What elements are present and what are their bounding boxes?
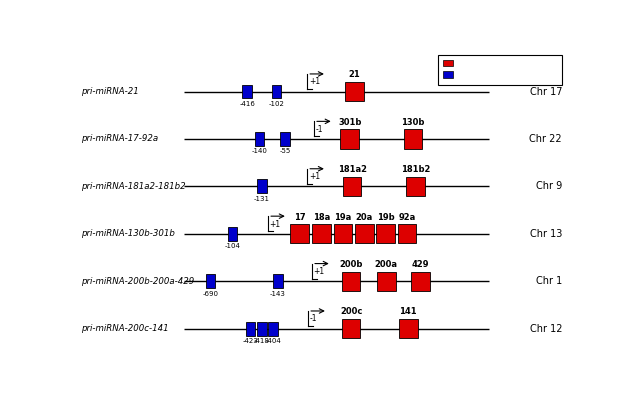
Text: CC: CC [458,70,471,79]
Bar [376,224,394,243]
Text: 200c: 200c [340,307,362,317]
Text: +1: +1 [309,77,320,87]
Text: -131: -131 [254,196,270,202]
Bar [444,72,453,78]
Bar [345,82,364,101]
Bar [227,227,238,241]
Text: Chr 9: Chr 9 [536,181,562,191]
Text: -140: -140 [251,149,267,154]
Text: -143: -143 [270,291,286,297]
Text: -104: -104 [225,243,241,249]
Text: pri-miRNA-181a2-181b2: pri-miRNA-181a2-181b2 [81,182,186,191]
Text: 429: 429 [412,260,429,269]
Bar [334,224,352,243]
Text: -418: -418 [254,338,270,344]
Bar [398,224,416,243]
Bar [205,274,215,288]
Text: pri-miRNA-130b-301b: pri-miRNA-130b-301b [81,229,175,238]
Text: 200a: 200a [375,260,398,269]
Text: -1: -1 [316,125,323,134]
Bar [377,272,396,291]
Text: 18a: 18a [312,213,330,222]
Text: 141: 141 [399,307,417,317]
Bar [444,59,453,66]
Text: 200b: 200b [340,260,363,269]
Text: -404: -404 [265,338,281,344]
Text: 19b: 19b [377,213,394,222]
Bar [246,322,256,336]
Bar [255,132,264,146]
Bar [243,84,252,99]
Text: 301b: 301b [338,118,362,127]
Bar [399,319,418,338]
Text: 20a: 20a [356,213,373,222]
Bar [342,319,360,338]
Bar [404,129,423,149]
Bar [438,55,562,85]
Bar [257,322,266,336]
Bar [355,224,374,243]
Text: 181a2: 181a2 [338,165,367,174]
Text: 17: 17 [294,213,306,222]
Text: mi: mi [458,58,469,67]
Text: +1: +1 [314,267,324,276]
Text: 21: 21 [349,70,360,79]
Text: Chr 17: Chr 17 [530,87,562,97]
Bar [290,224,309,243]
Text: 181b2: 181b2 [401,165,430,174]
Bar [280,132,290,146]
Text: Chr 1: Chr 1 [536,276,562,286]
Bar [340,129,359,149]
Bar [312,224,331,243]
Text: Chr 12: Chr 12 [530,324,562,334]
Text: Chr 13: Chr 13 [530,229,562,239]
Bar [343,177,362,196]
Bar [272,84,282,99]
Bar [257,179,266,193]
Text: pri-miRNA-21: pri-miRNA-21 [81,87,139,96]
Text: -423: -423 [243,338,258,344]
Text: +1: +1 [270,220,281,229]
Text: 92a: 92a [398,213,415,222]
Bar [268,322,278,336]
Text: -102: -102 [268,101,284,107]
Text: -690: -690 [203,291,219,297]
Bar [411,272,430,291]
Text: 130b: 130b [401,118,425,127]
Text: +1: +1 [309,172,320,181]
Text: pri-miRNA-200b-200a-429: pri-miRNA-200b-200a-429 [81,277,195,286]
Bar [342,272,360,291]
Text: 19a: 19a [335,213,352,222]
Text: -1: -1 [310,314,317,324]
Text: pri-miRNA-17-92a: pri-miRNA-17-92a [81,134,158,144]
Text: -416: -416 [239,101,255,107]
Text: -55: -55 [279,149,290,154]
Text: pri-miRNA-200c-141: pri-miRNA-200c-141 [81,324,169,333]
Bar [406,177,425,196]
Text: Chr 22: Chr 22 [529,134,562,144]
Bar [273,274,283,288]
